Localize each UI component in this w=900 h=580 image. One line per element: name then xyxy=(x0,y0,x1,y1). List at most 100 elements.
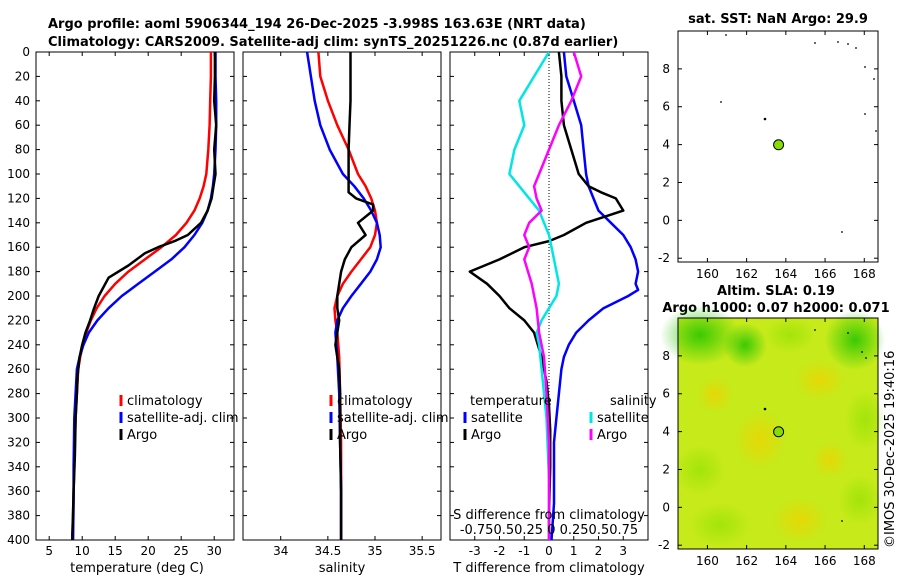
difference-legend: temperature salinity satellite Argo sate… xyxy=(463,394,657,443)
temperature-x-ticks: 5 10 15 20 25 30 xyxy=(45,52,222,558)
map-y-tick-label: 0 xyxy=(662,213,670,227)
sla-blob xyxy=(697,377,733,413)
map-x-tick-label: 166 xyxy=(814,267,837,281)
depth-tick-label: 140 xyxy=(7,216,30,230)
s-difference-ticks: -0.750.50.25 0 0.250.50.75 xyxy=(460,523,638,538)
legend-label-s-satellite: satellite xyxy=(597,411,649,426)
difference-xlabel: T difference from climatology xyxy=(452,561,645,576)
coastline-dots xyxy=(720,34,877,233)
map-y-tick-label: 6 xyxy=(662,100,670,114)
salinity-series xyxy=(305,52,382,540)
map-x-tick-label: 168 xyxy=(853,267,876,281)
legend-label-climatology: climatology xyxy=(337,394,413,409)
series-line-s-argo xyxy=(523,52,583,540)
island-dot xyxy=(837,41,839,43)
island-dot xyxy=(847,43,849,45)
coastline-dots xyxy=(763,329,867,522)
depth-tick-label: 240 xyxy=(7,338,30,352)
map-y-tick-label: -2 xyxy=(658,538,670,552)
map-y-tick-label: 2 xyxy=(662,462,670,476)
salinity-x-ticks: 34 34.5 35 35.5 xyxy=(273,52,436,558)
sla-blob xyxy=(772,498,828,542)
sst-map-panel: sat. SST: NaN Argo: 29.9 160 162 164 166 168… xyxy=(658,12,879,281)
x-tick-label: 10 xyxy=(75,544,90,558)
map-y-tick-label: 8 xyxy=(662,62,670,76)
sla-map-axes xyxy=(677,317,879,550)
difference-panel: -3 -2 -1 0 1 2 3 T difference from climatology… xyxy=(449,51,657,576)
depth-tick-label: 320 xyxy=(7,435,30,449)
legend-label-argo: Argo xyxy=(337,428,367,443)
sla-blob xyxy=(734,410,786,470)
sla-blob xyxy=(838,475,882,525)
legend-label-climatology: climatology xyxy=(127,394,203,409)
sla-blob xyxy=(660,305,740,365)
depth-tick-label: 360 xyxy=(7,484,30,498)
difference-y-ticks xyxy=(450,51,648,541)
island-dot xyxy=(841,520,843,522)
series-line-t-satellite xyxy=(550,52,640,540)
x-tick-label: 15 xyxy=(108,544,123,558)
series-line-argo xyxy=(71,52,218,540)
temperature-panel: 0 20 40 60 80 100 120 140 160 180 200 220 240 260 280 3… xyxy=(7,45,239,576)
series-line-argo xyxy=(334,52,375,540)
salinity-legend: climatology satellite-adj. clim Argo xyxy=(329,394,449,443)
argo-position-marker xyxy=(773,426,785,438)
legend-label-s-argo: Argo xyxy=(597,428,627,443)
sla-blob xyxy=(812,442,848,478)
x-tick-label: 34.5 xyxy=(314,544,341,558)
depth-tick-label: 340 xyxy=(7,460,30,474)
x-tick-label: 2 xyxy=(595,544,603,558)
sla-blob xyxy=(723,323,767,367)
map-x-tick-label: 162 xyxy=(735,267,758,281)
depth-tick-label: 180 xyxy=(7,265,30,279)
legend-label-t-argo: Argo xyxy=(471,428,501,443)
island-dot xyxy=(763,117,767,121)
depth-tick-label: 80 xyxy=(15,143,30,157)
island-dot xyxy=(865,357,867,359)
depth-tick-label: 60 xyxy=(15,118,30,132)
depth-tick-label: 160 xyxy=(7,240,30,254)
x-tick-label: -1 xyxy=(518,544,530,558)
depth-tick-label: 220 xyxy=(7,313,30,327)
sst-map-ticks: 160 162 164 166 168 -2 0 2 4 6 8 xyxy=(658,31,878,281)
depth-tick-label: 280 xyxy=(7,387,30,401)
island-dot xyxy=(720,101,722,103)
title-line-2: Climatology: CARS2009. Satellite-adj cli… xyxy=(48,35,618,50)
x-tick-label: 35.5 xyxy=(409,544,436,558)
map-x-tick-label: 160 xyxy=(696,554,719,568)
map-x-tick-label: 164 xyxy=(774,267,797,281)
legend-label-satellite: satellite-adj. clim xyxy=(337,411,449,426)
sst-map-title: sat. SST: NaN Argo: 29.9 xyxy=(688,12,868,27)
title-line-1: Argo profile: aoml 5906344_194 26-Dec-20… xyxy=(48,17,586,32)
x-tick-label: 5 xyxy=(45,544,53,558)
island-dot xyxy=(873,78,875,80)
x-tick-label: 35 xyxy=(367,544,382,558)
map-x-tick-label: 164 xyxy=(774,554,797,568)
legend-label-t-satellite: satellite xyxy=(471,411,523,426)
sla-blob xyxy=(765,317,815,353)
depth-tick-label: 260 xyxy=(7,362,30,376)
sla-map-panel: Altim. SLA: 0.19 Argo h1000: 0.07 h2000:… xyxy=(658,284,890,568)
x-tick-label: 1 xyxy=(570,544,578,558)
island-dot xyxy=(864,113,866,115)
map-x-tick-label: 168 xyxy=(853,554,876,568)
salinity-panel: 34 34.5 35 35.5 salinity climatology satell… xyxy=(242,51,449,576)
map-x-tick-label: 166 xyxy=(814,554,837,568)
island-dot xyxy=(814,42,816,44)
depth-tick-label: 100 xyxy=(7,167,30,181)
sla-map-title: Altim. SLA: 0.19 xyxy=(717,284,835,299)
map-y-tick-label: -2 xyxy=(658,251,670,265)
island-dot xyxy=(725,34,727,36)
depth-tick-label: 300 xyxy=(7,411,30,425)
island-dot xyxy=(855,47,857,49)
depth-tick-label: 20 xyxy=(15,69,30,83)
depth-tick-label: 380 xyxy=(7,509,30,523)
depth-tick-label: 200 xyxy=(7,289,30,303)
map-y-tick-label: 8 xyxy=(662,349,670,363)
map-y-tick-label: 4 xyxy=(662,138,670,152)
depth-tick-label: 0 xyxy=(22,45,30,59)
sla-blob xyxy=(675,445,725,495)
island-dot xyxy=(875,130,877,132)
legend-title-salinity: salinity xyxy=(610,394,657,409)
map-y-tick-label: 4 xyxy=(662,425,670,439)
